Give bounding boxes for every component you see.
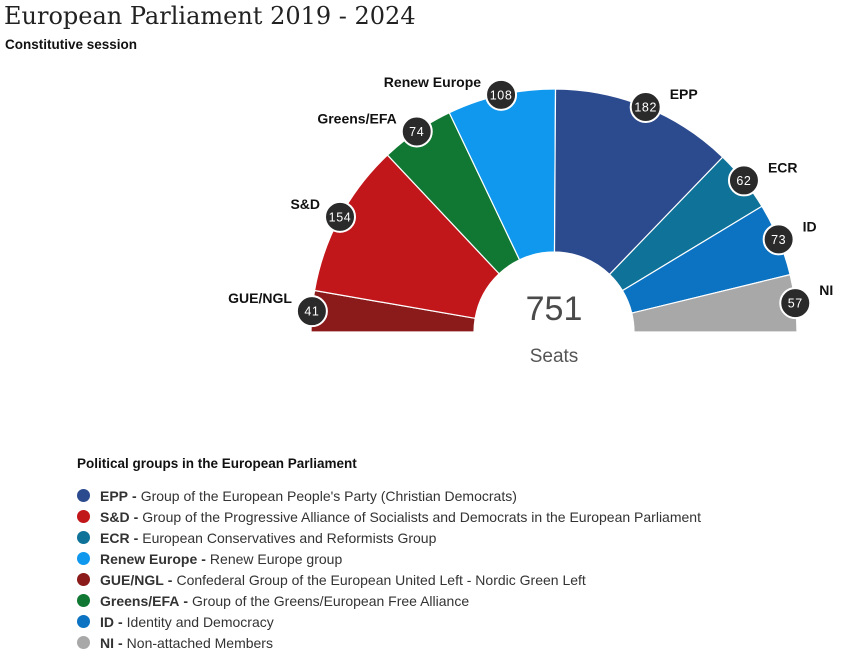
badge-ni: 57	[779, 287, 812, 320]
legend-swatch	[77, 615, 90, 628]
badge-circle	[324, 200, 357, 233]
badge-epp: 182	[629, 90, 662, 123]
chart-title: European Parliament 2019 - 2024	[4, 2, 416, 30]
legend-list: EPP - Group of the European People's Party…	[77, 485, 817, 653]
seat-count-label: 41	[304, 305, 319, 319]
group-label-ni: NI	[819, 282, 833, 298]
legend-title: Political groups in the European Parliam…	[77, 456, 357, 471]
legend-separator: -	[167, 571, 173, 588]
parliament-chart: 41 GUE/NGL 154 S&D 74 Greens/EFA 108 Renew Euro…	[228, 74, 833, 367]
badge-circle	[629, 90, 662, 123]
legend-description: Confederal Group of the European United …	[176, 571, 586, 588]
legend-swatch	[77, 552, 90, 565]
legend-abbr: ECR	[100, 529, 130, 546]
group-label-epp: EPP	[670, 86, 698, 102]
legend-abbr: Renew Europe	[100, 550, 198, 567]
legend-description: Identity and Democracy	[126, 613, 274, 630]
legend-separator: -	[132, 487, 137, 504]
badge-id: 73	[762, 223, 795, 256]
legend-description: Non-attached Members	[126, 634, 273, 651]
badge-ecr: 62	[727, 164, 760, 197]
seat-count-label: 108	[490, 88, 513, 102]
legend-abbr: S&D	[100, 508, 130, 525]
legend-description: Group of the Greens/European Free Allian…	[192, 592, 470, 609]
legend-description: European Conservatives and Reformists Gr…	[142, 529, 437, 546]
legend-separator: -	[133, 529, 139, 546]
seat-count-label: 182	[634, 100, 657, 114]
legend-description: Group of the European People's Party (Ch…	[140, 487, 517, 504]
legend-swatch	[77, 636, 90, 649]
legend-abbr: EPP	[100, 487, 129, 504]
seat-count-label: 74	[409, 125, 424, 139]
badge-circle	[762, 223, 795, 256]
sector-epp	[553, 88, 724, 276]
legend-separator: -	[133, 508, 139, 525]
legend-item: S&D - Group of the Progressive Alliance of…	[77, 506, 817, 527]
seat-count-label: 73	[771, 233, 786, 247]
group-label-greens-efa: Greens/EFA	[317, 110, 396, 126]
legend: Political groups in the European Parliam…	[77, 456, 817, 653]
badge-circle	[727, 164, 760, 197]
legend-swatch	[77, 489, 90, 502]
legend-item: GUE/NGL - Confederal Group of the European…	[77, 569, 817, 590]
badge-circle	[295, 295, 328, 328]
legend-item: EPP - Group of the European People's Party…	[77, 485, 817, 506]
legend-abbr: NI	[100, 634, 114, 651]
legend-description: Group of the Progressive Alliance of Soc…	[142, 508, 701, 525]
legend-item: Renew Europe - Renew Europe group	[77, 548, 817, 569]
legend-separator: -	[201, 550, 206, 567]
sector-s-d	[313, 154, 501, 320]
legend-abbr: ID	[100, 613, 114, 630]
legend-abbr: GUE/NGL	[100, 571, 164, 588]
seat-count-label: 62	[736, 174, 751, 188]
legend-separator: -	[183, 592, 189, 609]
legend-separator: -	[118, 634, 123, 651]
badge-circle	[400, 115, 433, 148]
legend-swatch	[77, 510, 90, 523]
badge-circle	[779, 287, 812, 320]
legend-swatch	[77, 594, 90, 607]
total-seats-value: 751	[526, 290, 583, 328]
legend-item: NI - Non-attached Members	[77, 632, 817, 653]
legend-description: Renew Europe group	[209, 550, 343, 567]
group-label-gue-ngl: GUE/NGL	[228, 290, 292, 306]
legend-abbr: Greens/EFA	[100, 592, 180, 609]
badge-s-d: 154	[324, 200, 357, 233]
legend-swatch	[77, 531, 90, 544]
badge-renew-europe: 108	[485, 78, 518, 111]
chart-subtitle: Constitutive session	[5, 37, 138, 52]
legend-separator: -	[118, 613, 123, 630]
legend-item: ECR - European Conservatives and Reformist…	[77, 527, 817, 548]
group-label-ecr: ECR	[768, 159, 798, 175]
legend-swatch	[77, 573, 90, 586]
total-seats-label: Seats	[530, 346, 579, 367]
group-label-s-d: S&D	[290, 196, 320, 212]
group-label-renew-europe: Renew Europe	[384, 74, 481, 90]
group-label-id: ID	[803, 218, 817, 234]
badge-gue-ngl: 41	[295, 295, 328, 328]
legend-item: Greens/EFA - Group of the Greens/European …	[77, 590, 817, 611]
seat-count-label: 154	[329, 210, 352, 224]
seat-count-label: 57	[788, 297, 803, 311]
legend-item: ID - Identity and Democracy	[77, 611, 817, 632]
badge-circle	[485, 78, 518, 111]
badge-greens-efa: 74	[400, 115, 433, 148]
